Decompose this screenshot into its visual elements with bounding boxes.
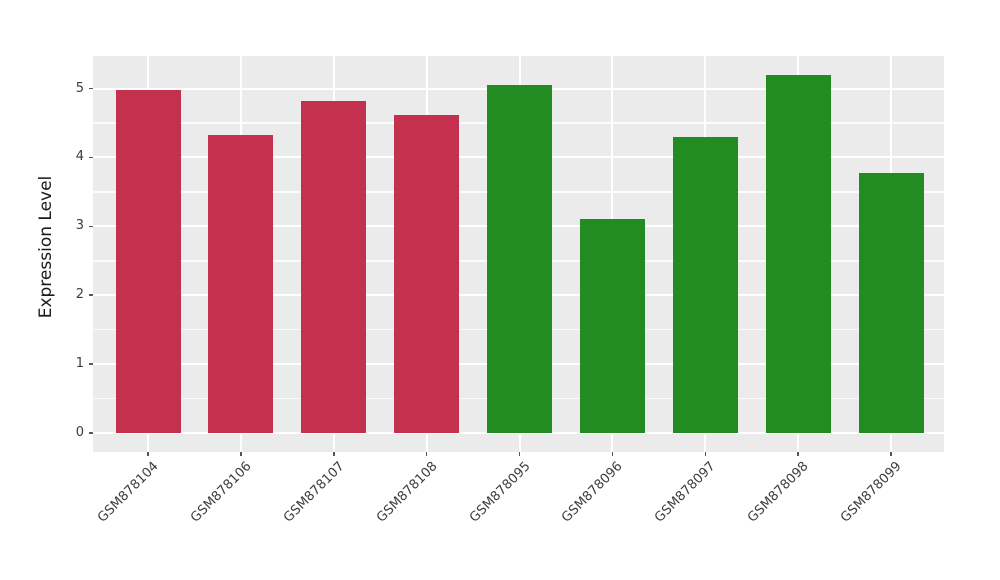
y-tick-label-5: 5: [75, 80, 84, 96]
bar-GSM878108: [394, 115, 460, 433]
x-tick-mark-GSM878104: [147, 452, 149, 456]
x-tick-label-GSM878108: GSM878108: [373, 459, 441, 526]
x-tick-mark-GSM878106: [240, 452, 242, 456]
x-tick-label-GSM878104: GSM878104: [95, 459, 162, 526]
y-tick-label-1: 1: [75, 356, 84, 372]
x-tick-label-GSM878097: GSM878097: [652, 459, 719, 526]
bar-GSM878096: [579, 219, 645, 433]
bar-GSM878097: [672, 137, 738, 433]
x-tick-mark-GSM878097: [704, 452, 706, 456]
x-tick-mark-GSM878098: [797, 452, 799, 456]
y-tick-mark-1: [89, 363, 93, 365]
x-tick-label-GSM878107: GSM878107: [280, 459, 348, 526]
bar-GSM878098: [765, 75, 831, 433]
bar-GSM878107: [301, 100, 367, 433]
bar-GSM878104: [115, 89, 181, 433]
x-tick-label-GSM878106: GSM878106: [187, 459, 255, 526]
y-tick-mark-0: [89, 432, 93, 434]
y-tick-mark-4: [89, 156, 93, 159]
y-tick-label-3: 3: [75, 218, 84, 234]
y-tick-label-0: 0: [75, 425, 84, 440]
bar-GSM878095: [487, 85, 552, 433]
x-tick-mark-GSM878095: [518, 452, 521, 456]
y-tick-mark-5: [89, 87, 93, 90]
x-tick-mark-GSM878108: [425, 452, 428, 456]
x-tick-mark-GSM878096: [611, 452, 614, 456]
x-tick-label-GSM878098: GSM878098: [745, 459, 812, 526]
bar-GSM878106: [208, 134, 274, 433]
bar-GSM878099: [858, 172, 924, 433]
x-tick-label-GSM878099: GSM878099: [838, 459, 905, 526]
x-tick-label-GSM878095: GSM878095: [466, 459, 534, 526]
x-tick-mark-GSM878099: [890, 452, 892, 456]
y-tick-label-2: 2: [75, 287, 84, 303]
y-tick-label-4: 4: [75, 149, 84, 165]
plot-area: [93, 56, 944, 452]
x-tick-label-GSM878096: GSM878096: [559, 459, 626, 526]
y-tick-mark-2: [89, 294, 93, 296]
y-tick-mark-3: [89, 225, 93, 228]
x-tick-mark-GSM878107: [333, 452, 335, 456]
